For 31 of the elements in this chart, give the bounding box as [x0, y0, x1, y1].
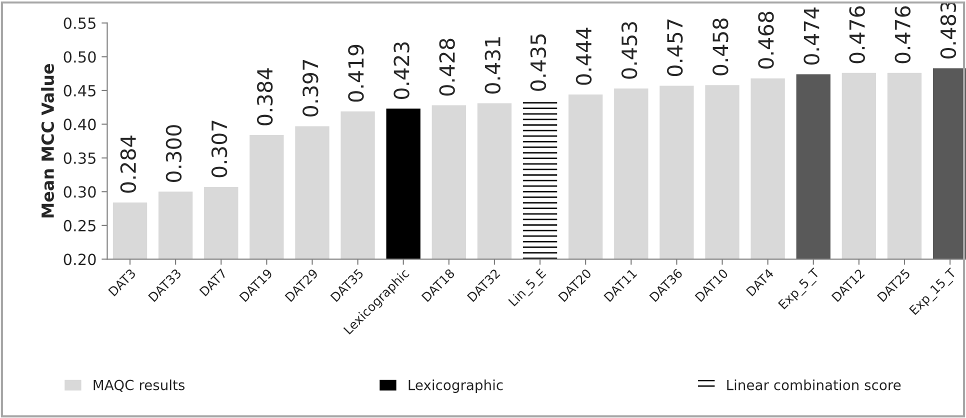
data-label: 0.483 — [940, 2, 956, 58]
data-label: 0.300 — [166, 125, 182, 182]
data-label: 0.431 — [484, 37, 501, 94]
data-label: 0.444 — [576, 28, 592, 85]
data-label: 0.423 — [394, 42, 410, 99]
y-tick-label: 0.25 — [64, 220, 96, 232]
data-label: 0.458 — [712, 18, 728, 76]
y-tick-label: 0.35 — [64, 152, 96, 164]
y-axis-title: Mean MCC Value — [41, 64, 54, 218]
legend-label: Lexicographic — [408, 380, 503, 393]
y-tick-label: 0.45 — [64, 84, 96, 96]
data-label: 0.428 — [439, 38, 455, 96]
data-label: 0.284 — [120, 136, 136, 193]
data-label: 0.419 — [348, 44, 364, 102]
legend-label: Linear combination score — [727, 380, 901, 390]
data-label: 0.384 — [256, 68, 273, 126]
legend-label: MAQC results — [94, 380, 185, 392]
data-label: 0.468 — [758, 12, 774, 69]
data-label: 0.453 — [621, 22, 638, 79]
data-label: 0.307 — [211, 120, 228, 178]
y-tick-label: 0.20 — [64, 254, 96, 266]
y-tick-label: 0.55 — [64, 17, 96, 30]
data-label: 0.397 — [302, 60, 318, 117]
data-label: 0.435 — [530, 34, 546, 91]
data-label: 0.457 — [666, 20, 683, 76]
data-label: 0.474 — [804, 7, 820, 65]
y-tick-label: 0.30 — [64, 186, 96, 198]
data-label: 0.476 — [849, 6, 865, 64]
y-tick-label: 0.50 — [64, 51, 96, 63]
y-tick-label: 0.40 — [64, 118, 96, 130]
data-label: 0.476 — [894, 6, 911, 64]
